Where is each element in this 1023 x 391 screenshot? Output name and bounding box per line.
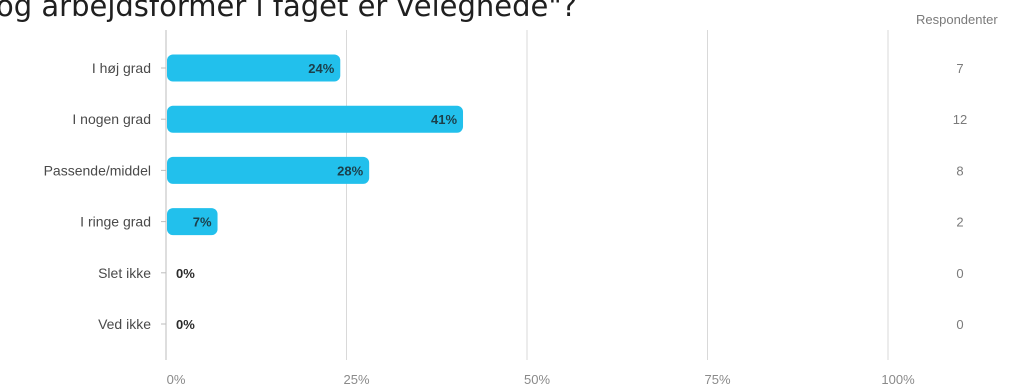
bar-value-label: 41% — [431, 112, 457, 127]
respondents-count: 12 — [953, 112, 967, 127]
respondents-count: 0 — [956, 317, 963, 332]
x-tick-label: 50% — [524, 372, 550, 387]
question-title: og arbejdsformer i faget er velegnede"? — [0, 0, 578, 23]
category-label: Passende/middel — [44, 162, 151, 178]
x-tick-label: 100% — [881, 372, 915, 387]
bar — [167, 54, 341, 82]
category-label: I nogen grad — [72, 111, 151, 127]
x-tick-label: 0% — [167, 372, 186, 387]
category-label: I høj grad — [92, 60, 151, 76]
respondents-count: 0 — [956, 266, 963, 281]
respondents-count: 7 — [956, 61, 963, 76]
bar-value-label: 0% — [176, 317, 195, 332]
bar-value-label: 28% — [337, 163, 363, 178]
bar-value-label: 0% — [176, 266, 195, 281]
bar-value-label: 7% — [193, 215, 212, 230]
x-tick-label: 25% — [343, 372, 369, 387]
respondents-header: Respondenter — [916, 12, 998, 27]
bar — [167, 105, 464, 133]
bar — [167, 208, 218, 236]
category-label: Slet ikke — [98, 265, 151, 281]
respondents-count: 8 — [956, 163, 963, 178]
category-label: I ringe grad — [80, 214, 151, 230]
respondents-count: 2 — [956, 215, 963, 230]
bar-value-label: 24% — [308, 61, 334, 76]
bar — [167, 156, 370, 184]
x-tick-label: 75% — [704, 372, 730, 387]
category-label: Ved ikke — [98, 316, 151, 332]
